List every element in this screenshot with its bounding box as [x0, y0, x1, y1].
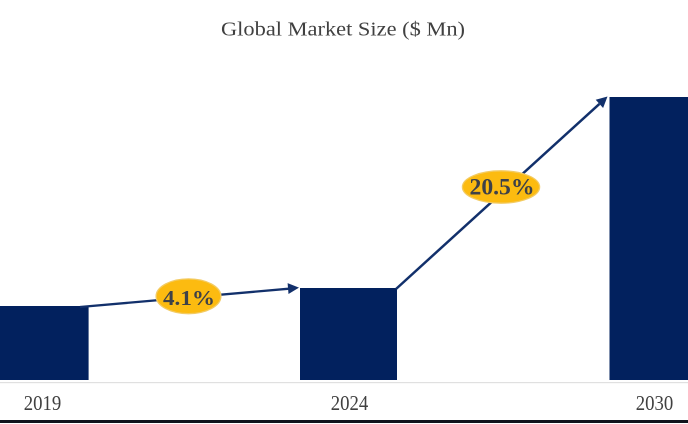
svg-text:20.5%: 20.5%: [470, 175, 535, 200]
svg-text:4.1%: 4.1%: [163, 286, 215, 310]
svg-text:Global Market Size ($ Mn): Global Market Size ($ Mn): [221, 19, 465, 41]
svg-text:2019: 2019: [24, 391, 62, 415]
svg-text:2024: 2024: [331, 391, 369, 415]
svg-text:2030: 2030: [636, 391, 674, 415]
